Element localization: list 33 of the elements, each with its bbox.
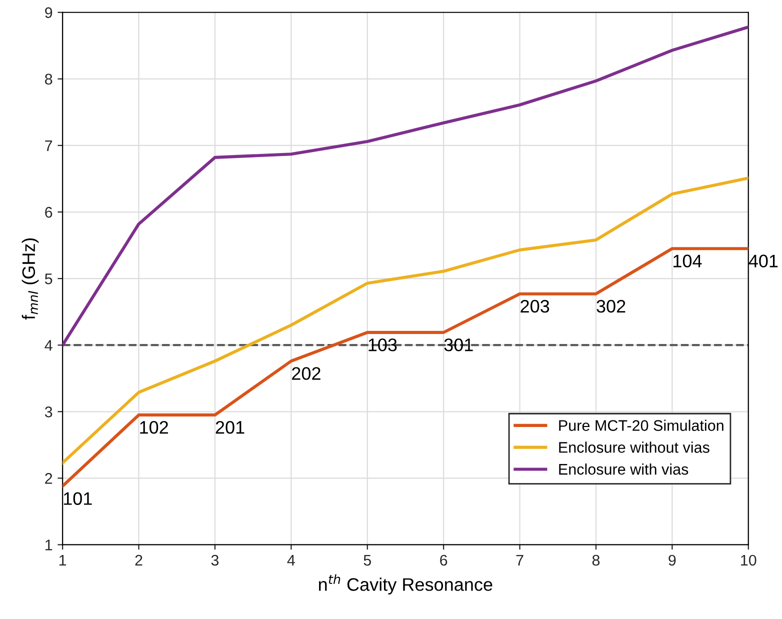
y-tick-label: 9 <box>45 7 52 18</box>
x-tick-label: 6 <box>440 554 448 566</box>
x-axis-title: n$^{th}$ Cavity Resonance <box>319 574 492 594</box>
y-tick-label: 3 <box>44 406 52 418</box>
y-tick-label: 8 <box>45 74 52 85</box>
y-tick-label: 5 <box>44 274 52 284</box>
x-tick-label: 2 <box>135 554 142 566</box>
annotation: 302 <box>596 300 626 313</box>
annotation: 102 <box>140 420 168 434</box>
annotation: 203 <box>520 300 550 313</box>
x-tick-label: 7 <box>516 555 524 566</box>
line-series <box>62 176 748 464</box>
annotation: 201 <box>216 420 244 434</box>
y-tick-label: 4 <box>44 340 52 351</box>
x-tick-label: 8 <box>592 554 600 566</box>
x-tick-label: 9 <box>668 554 676 566</box>
legend-label: Pure MCT-20 Simulation <box>559 420 724 431</box>
x-tick-label: 1 <box>59 555 66 566</box>
y-tick-label: 7 <box>45 140 52 151</box>
x-tick-label: 5 <box>364 555 371 566</box>
annotation: 101 <box>64 492 92 505</box>
x-tick-label: 10 <box>741 554 756 566</box>
y-tick-label: 6 <box>45 206 52 218</box>
y-tick-label: 1 <box>46 540 52 550</box>
line-series <box>62 247 748 488</box>
legend-label: Enclosure without vias <box>559 442 710 453</box>
annotation: 104 <box>674 254 702 268</box>
y-tick-label: 2 <box>45 473 52 484</box>
y-axis-title: f$_{mnl}$ (GHz) <box>22 238 39 320</box>
annotation: 202 <box>292 367 320 380</box>
legend-label: Enclosure with vias <box>559 463 688 475</box>
x-tick-label: 3 <box>211 554 219 566</box>
x-tick-label: 4 <box>287 555 295 566</box>
